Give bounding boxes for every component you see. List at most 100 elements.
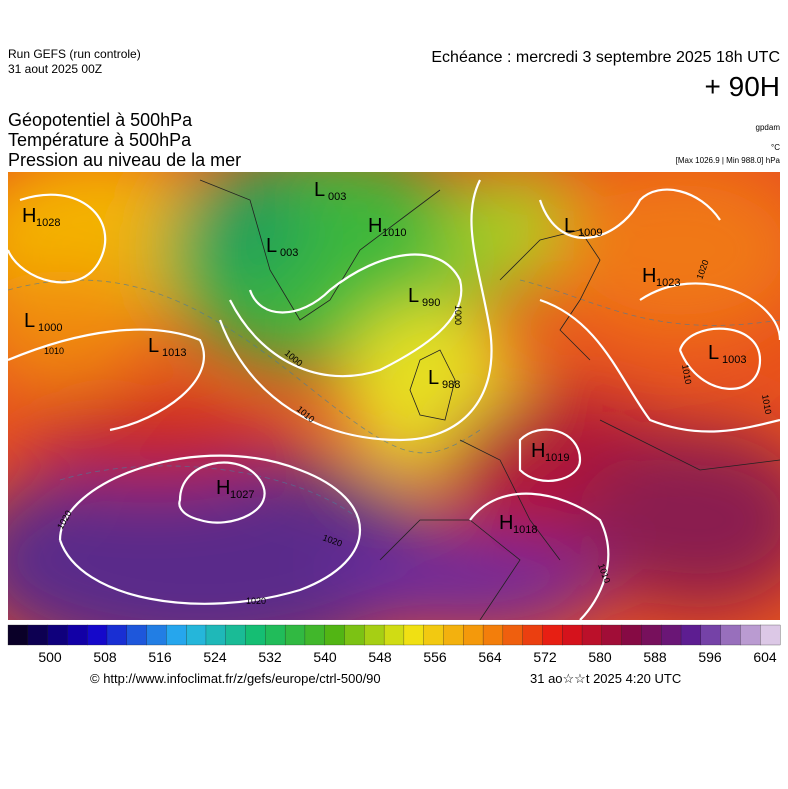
colorbar-swatch xyxy=(186,624,207,646)
center-pressure: 003 xyxy=(280,247,298,259)
colorbar-tick-label: 564 xyxy=(478,649,502,665)
colorbar-swatch xyxy=(364,624,385,646)
center-pressure: 1019 xyxy=(545,452,569,464)
colorbar-swatch xyxy=(502,624,524,646)
center-pressure: 1013 xyxy=(162,347,186,359)
lead-time: + 90H xyxy=(705,71,781,102)
center-kind: L xyxy=(148,335,159,357)
valid-time: Echéance : mercredi 3 septembre 2025 18h… xyxy=(431,49,780,66)
center-pressure: 1018 xyxy=(513,524,537,536)
colorbar-tick-label: 556 xyxy=(423,649,447,665)
center-kind: L xyxy=(564,215,575,237)
colorbar-swatch xyxy=(522,624,543,646)
center-pressure: 1000 xyxy=(38,322,62,334)
contour-label: 1010 xyxy=(44,346,64,356)
center-kind: L xyxy=(266,235,277,257)
center-pressure: 1010 xyxy=(382,227,406,239)
colorbar-swatch xyxy=(225,624,246,646)
colorbar-tick-label: 524 xyxy=(203,649,227,665)
colorbar-tick-label: 588 xyxy=(643,649,667,665)
colorbar-swatch xyxy=(621,624,642,646)
colorbar-tick-label: 508 xyxy=(93,649,117,665)
center-pressure: 1023 xyxy=(656,277,680,289)
colorbar-swatch xyxy=(87,624,108,646)
center-kind: L xyxy=(408,285,419,307)
colorbar-tick-label: 516 xyxy=(148,649,172,665)
center-kind: H xyxy=(216,477,230,499)
center-pressure: 1027 xyxy=(230,489,254,501)
colorbar-swatch xyxy=(67,624,88,646)
colorbar-swatch xyxy=(7,624,29,646)
colorbar-swatch xyxy=(47,624,68,646)
colorbar-swatch xyxy=(245,624,266,646)
colorbar-swatch xyxy=(740,624,761,646)
center-kind: L xyxy=(314,179,325,201)
colorbar-swatch xyxy=(344,624,365,646)
colorbar-tick-label: 604 xyxy=(753,649,777,665)
colorbar-swatch xyxy=(423,624,444,646)
colorbar-swatch xyxy=(284,624,306,646)
colorbar-swatch xyxy=(661,624,682,646)
colorbar-swatch xyxy=(146,624,167,646)
colorbar-tick-label: 596 xyxy=(698,649,722,665)
field-1: Géopotentiel à 500hPa xyxy=(8,110,193,130)
colorbar-swatch xyxy=(680,624,702,646)
center-kind: H xyxy=(499,512,513,534)
center-pressure: 1003 xyxy=(722,354,746,366)
colorbar-swatch xyxy=(443,624,464,646)
unit-celsius: °C xyxy=(771,143,780,152)
center-kind: L xyxy=(24,310,35,332)
center-kind: H xyxy=(642,265,656,287)
colorbar-swatch xyxy=(205,624,227,646)
colorbar-swatch xyxy=(383,624,405,646)
center-kind: H xyxy=(368,215,382,237)
generated-time: 31 ao☆☆t 2025 4:20 UTC xyxy=(530,671,681,686)
center-kind: H xyxy=(22,205,36,227)
colorbar-swatch xyxy=(126,624,148,646)
colorbar-swatch xyxy=(700,624,722,646)
run-date: 31 aout 2025 00Z xyxy=(8,62,102,76)
contour-label: 1010 xyxy=(680,364,693,385)
map xyxy=(8,172,780,620)
center-kind: L xyxy=(428,367,439,389)
colorbar-tick-label: 572 xyxy=(533,649,557,665)
center-kind: H xyxy=(531,440,545,462)
colorbar-swatch xyxy=(720,624,741,646)
pressure-range: [Max 1026.9 | Min 988.0] hPa xyxy=(676,156,781,165)
contour-label: 1020 xyxy=(246,596,266,606)
colorbar-tick-label: 548 xyxy=(368,649,392,665)
colorbar-swatch xyxy=(265,624,286,646)
colorbar-swatch xyxy=(403,624,425,646)
colorbar-tick-label: 580 xyxy=(588,649,612,665)
field-2: Température à 500hPa xyxy=(8,130,192,150)
colorbar-swatch xyxy=(304,624,326,646)
contour-label: 1000 xyxy=(453,305,463,325)
colorbar-tick-label: 532 xyxy=(258,649,282,665)
colorbar-tick-label: 500 xyxy=(38,649,62,665)
center-pressure: 1028 xyxy=(36,217,60,229)
field-3: Pression au niveau de la mer xyxy=(8,150,241,170)
colorbar-swatch xyxy=(27,624,49,646)
colorbar-swatch xyxy=(324,624,345,646)
colorbar-swatch xyxy=(760,624,781,646)
colorbar-swatch xyxy=(562,624,583,646)
center-kind: L xyxy=(708,342,719,364)
center-pressure: 990 xyxy=(422,297,440,309)
colorbar-swatch xyxy=(463,624,484,646)
source-url: © http://www.infoclimat.fr/z/gefs/europe… xyxy=(90,671,381,686)
colorbar-swatch xyxy=(106,624,128,646)
colorbar-swatch xyxy=(482,624,504,646)
center-pressure: 003 xyxy=(328,191,346,203)
colorbar-tick-label: 540 xyxy=(313,649,337,665)
center-pressure: 1009 xyxy=(578,227,602,239)
colorbar-swatch xyxy=(641,624,662,646)
colorbar-swatch xyxy=(542,624,563,646)
colorbar-swatch xyxy=(581,624,603,646)
colorbar-swatch xyxy=(601,624,623,646)
colorbar-swatch xyxy=(166,624,187,646)
unit-gpdam: gpdam xyxy=(756,123,781,132)
run-label: Run GEFS (run controle) xyxy=(8,47,141,61)
contour-label: 1010 xyxy=(760,394,773,415)
center-pressure: 988 xyxy=(442,379,460,391)
